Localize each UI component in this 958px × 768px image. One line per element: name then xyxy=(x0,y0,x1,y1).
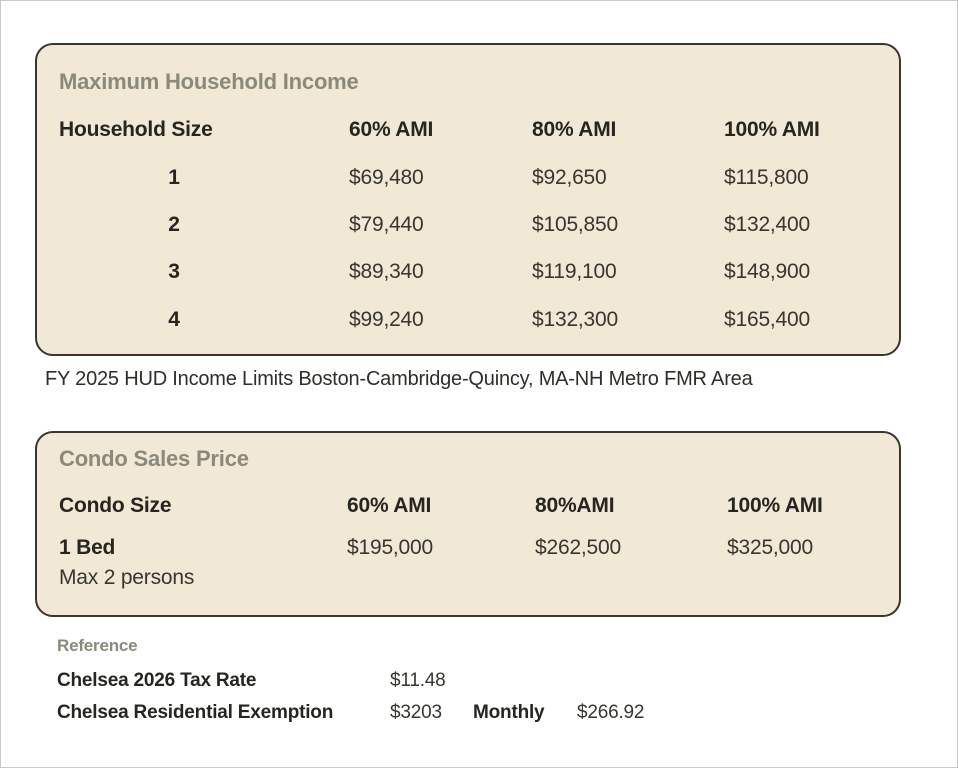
condo-table-row: 1 Bed $195,000 $262,500 $325,000 xyxy=(37,535,899,561)
condo-col-header-condo-size: Condo Size xyxy=(59,494,172,517)
condo-size-value: 1 Bed xyxy=(59,536,116,559)
income-col-header-60-ami: 60% AMI xyxy=(349,118,434,141)
reference-section-title: Reference xyxy=(57,636,138,655)
income-100-ami-value: $165,400 xyxy=(724,308,810,331)
tax-rate-label: Chelsea 2026 Tax Rate xyxy=(57,670,257,691)
income-100-ami-value: $148,900 xyxy=(724,260,810,283)
income-limits-caption: FY 2025 HUD Income Limits Boston-Cambrid… xyxy=(45,368,753,390)
condo-col-header-60-ami: 60% AMI xyxy=(347,494,432,517)
household-size-value: 2 xyxy=(168,213,180,236)
tax-rate-value: $11.48 xyxy=(390,670,446,691)
household-size-value: 4 xyxy=(168,308,180,331)
income-60-ami-value: $79,440 xyxy=(349,213,424,236)
income-col-header-household-size: Household Size xyxy=(59,118,213,141)
income-80-ami-value: $92,650 xyxy=(532,166,607,189)
condo-80-ami-price: $262,500 xyxy=(535,536,621,559)
income-col-header-100-ami: 100% AMI xyxy=(724,118,820,141)
residential-exemption-label: Chelsea Residential Exemption xyxy=(57,702,334,723)
income-table-row: 3 $89,340 $119,100 $148,900 xyxy=(37,259,899,285)
income-100-ami-value: $115,800 xyxy=(724,166,809,189)
condo-60-ami-price: $195,000 xyxy=(347,536,433,559)
income-60-ami-value: $89,340 xyxy=(349,260,424,283)
income-header-row: Household Size 60% AMI 80% AMI 100% AMI xyxy=(37,117,899,143)
income-table-row: 4 $99,240 $132,300 $165,400 xyxy=(37,307,899,333)
condo-header-row: Condo Size 60% AMI 80%AMI 100% AMI xyxy=(37,493,899,519)
income-100-ami-value: $132,400 xyxy=(724,213,810,236)
income-limits-card: Maximum Household Income Household Size … xyxy=(35,43,901,356)
income-table-row: 1 $69,480 $92,650 $115,800 xyxy=(37,165,899,191)
income-card-title: Maximum Household Income xyxy=(59,69,359,94)
income-col-header-80-ami: 80% AMI xyxy=(532,118,617,141)
income-table-row: 2 $79,440 $105,850 $132,400 xyxy=(37,212,899,238)
monthly-label: Monthly xyxy=(473,702,545,723)
residential-exemption-value: $3203 xyxy=(390,702,442,723)
income-80-ami-value: $119,100 xyxy=(532,260,617,283)
condo-occupancy-note: Max 2 persons xyxy=(59,566,195,589)
condo-100-ami-price: $325,000 xyxy=(727,536,813,559)
income-60-ami-value: $99,240 xyxy=(349,308,424,331)
condo-col-header-100-ami: 100% AMI xyxy=(727,494,823,517)
income-60-ami-value: $69,480 xyxy=(349,166,424,189)
condo-col-header-80-ami: 80%AMI xyxy=(535,494,615,517)
income-80-ami-value: $132,300 xyxy=(532,308,618,331)
monthly-exemption-value: $266.92 xyxy=(577,702,645,723)
household-size-value: 3 xyxy=(168,260,180,283)
household-size-value: 1 xyxy=(168,166,180,189)
condo-sales-price-card: Condo Sales Price Condo Size 60% AMI 80%… xyxy=(35,431,901,617)
income-80-ami-value: $105,850 xyxy=(532,213,618,236)
condo-card-title: Condo Sales Price xyxy=(59,446,249,471)
